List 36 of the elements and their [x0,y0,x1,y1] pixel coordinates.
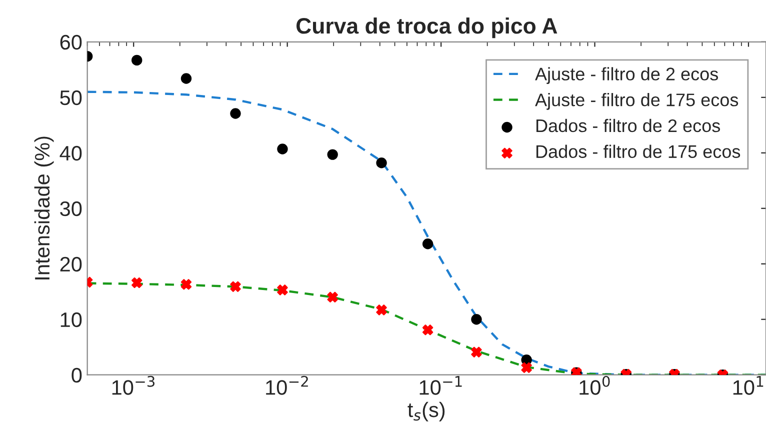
point [521,362,532,373]
point [277,284,288,296]
y-tick-label: 20 [60,256,82,272]
y-tick-label: 30 [60,201,82,216]
legend-label: Dados - filtro de 175 ecos [536,144,740,158]
point [376,158,387,168]
point [327,292,338,303]
x-tick-label: 10$^{−1}$ [420,376,462,395]
y-tick-label: 50 [60,90,82,106]
point [471,314,482,325]
x-tick-label: 10$^{1}$ [733,376,764,395]
point [471,346,482,358]
point [132,54,142,66]
point [132,277,142,288]
chart-title: Curva de troca do pico A [296,17,558,38]
legend-label: Dados - filtro de 2 ecos [536,118,720,132]
point [422,324,434,336]
y-tick-label: 10 [60,312,82,328]
point [180,73,192,84]
point [180,279,192,290]
x-tick-label: 10$^{0}$ [580,376,610,395]
point [327,149,338,160]
x-tick-label: 10$^{−2}$ [266,376,308,395]
legend-label: Ajuste - filtro de 2 ecos [535,67,718,84]
y-tick-label: 40 [60,146,82,161]
x-tick-label: 10$^{−3}$ [112,376,154,395]
y-tick-label: 0 [72,368,82,383]
y-tick-label: 60 [60,34,82,50]
point [230,108,241,119]
point [422,238,434,250]
point [277,144,288,154]
y-axis-title: Intensidade (%) [34,136,54,280]
point [230,281,241,292]
x-axis-title: t$_{s}$(s) [408,402,445,422]
point [376,304,387,316]
legend-label: Ajuste - filtro de 175 ecos [535,93,738,110]
